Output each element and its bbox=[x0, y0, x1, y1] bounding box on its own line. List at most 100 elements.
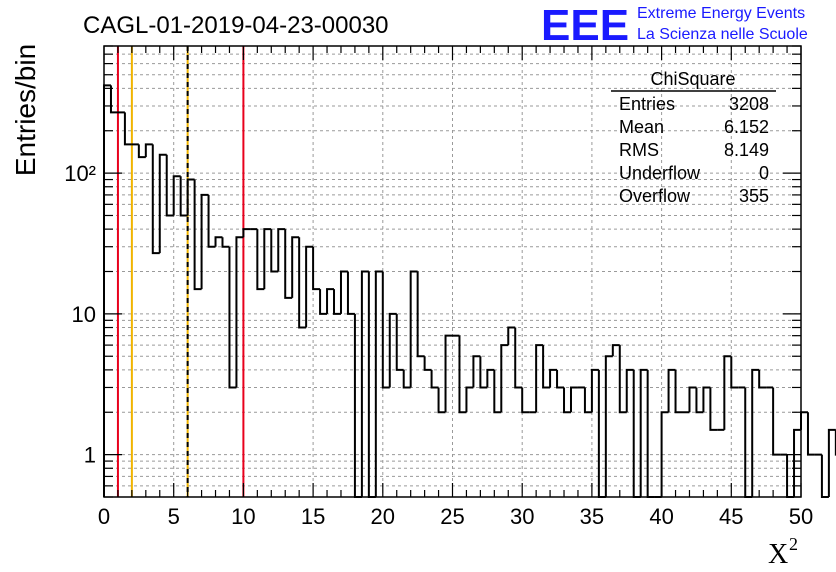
stats-label-entries: Entries bbox=[619, 94, 675, 114]
stats-value-entries: 3208 bbox=[729, 94, 769, 114]
x-tick-label: 45 bbox=[719, 504, 743, 529]
y-tick-label: 10 bbox=[72, 302, 96, 327]
histogram-bin bbox=[312, 246, 321, 291]
histogram-bin bbox=[535, 344, 544, 413]
eee-logo-line2: La Scienza nelle Scuole bbox=[637, 26, 808, 43]
stats-value-underflow: 0 bbox=[759, 163, 769, 183]
histogram-bin bbox=[430, 369, 439, 389]
histogram-bin bbox=[751, 368, 760, 497]
histogram-bin bbox=[165, 154, 174, 217]
histogram-bin bbox=[326, 288, 335, 314]
histogram-bin bbox=[521, 387, 530, 414]
histogram-bin bbox=[339, 270, 348, 314]
histogram-bin bbox=[569, 386, 578, 413]
histogram-bin bbox=[688, 386, 697, 413]
histogram-bin bbox=[486, 368, 495, 388]
eee-logo-line1: Extreme Energy Events bbox=[637, 5, 805, 22]
histogram-bin bbox=[423, 356, 432, 371]
histogram-bin bbox=[214, 236, 223, 247]
histogram-bin bbox=[186, 178, 195, 216]
reference-lines bbox=[116, 46, 245, 497]
histogram-bin bbox=[305, 245, 314, 328]
eee-logo: EEE Extreme Energy Events La Scienza nel… bbox=[541, 1, 808, 50]
histogram-bin bbox=[709, 387, 718, 431]
stats-value-mean: 6.152 bbox=[724, 117, 769, 137]
histogram-bin bbox=[639, 368, 648, 497]
x-tick-label: 10 bbox=[231, 504, 255, 529]
x-tick-label: 5 bbox=[168, 504, 180, 529]
histogram-bin bbox=[333, 289, 341, 315]
histogram-bin bbox=[291, 236, 300, 298]
histogram-bin bbox=[402, 369, 411, 389]
x-tick-label: 35 bbox=[580, 504, 604, 529]
histogram-bin bbox=[604, 355, 613, 497]
histogram-bin bbox=[723, 355, 732, 430]
stats-box: ChiSquare Entries 3208 Mean 6.152 RMS 8.… bbox=[611, 69, 776, 206]
x-axis-label-base: X bbox=[768, 539, 788, 570]
histogram-bin bbox=[151, 144, 160, 255]
histogram-bin bbox=[221, 237, 230, 248]
y-axis-label: Entries/bin bbox=[10, 44, 41, 176]
histogram-bin bbox=[806, 412, 815, 456]
histogram-bin bbox=[674, 369, 683, 414]
histogram-bin bbox=[667, 368, 676, 413]
histogram-bin bbox=[395, 313, 404, 371]
histogram-title: CAGL-01-2019-04-23-00030 bbox=[83, 12, 389, 39]
histogram-bin bbox=[472, 355, 481, 388]
histogram-bin bbox=[465, 386, 474, 413]
eee-logo-mark: EEE bbox=[541, 1, 629, 50]
x-tick-label: 25 bbox=[440, 504, 464, 529]
histogram-bin bbox=[493, 369, 502, 414]
histogram-bin bbox=[388, 312, 397, 388]
y-tick-label: 10² bbox=[64, 161, 96, 186]
histogram-bin bbox=[284, 229, 293, 299]
histogram-bin bbox=[772, 387, 781, 456]
histogram-bin bbox=[416, 271, 425, 358]
histogram-bin bbox=[179, 176, 188, 217]
histogram-bin bbox=[270, 229, 279, 273]
histogram-bin bbox=[242, 228, 251, 238]
histogram-bin bbox=[109, 85, 118, 114]
histogram-bin bbox=[583, 387, 592, 414]
stats-label-overflow: Overflow bbox=[619, 186, 691, 206]
histogram-bin bbox=[298, 237, 307, 329]
histogram-bin bbox=[458, 335, 467, 414]
histogram-bin bbox=[618, 345, 627, 414]
histogram-bin bbox=[730, 356, 739, 389]
x-tick-label: 0 bbox=[98, 504, 110, 529]
histogram-bin bbox=[820, 454, 829, 498]
histogram-bin bbox=[590, 368, 599, 413]
histogram-bin bbox=[625, 368, 634, 413]
histogram-bin bbox=[235, 236, 244, 388]
histogram-bin bbox=[144, 143, 153, 158]
histogram-bin bbox=[695, 387, 704, 414]
histogram-bin bbox=[514, 327, 523, 389]
x-tick-label: 50 bbox=[789, 504, 813, 529]
y-axis-ticks: 1 10 10² bbox=[64, 45, 801, 498]
stats-label-rms: RMS bbox=[619, 140, 659, 160]
histogram-bin bbox=[200, 193, 209, 290]
histogram-bin bbox=[381, 271, 390, 389]
histogram-bin bbox=[123, 112, 132, 146]
histogram-bin bbox=[758, 369, 767, 389]
histogram-bin bbox=[556, 369, 565, 389]
x-axis-label: X 2 bbox=[768, 534, 798, 570]
histogram-bin bbox=[256, 229, 265, 291]
histogram-bin bbox=[319, 289, 328, 315]
histogram-bin bbox=[611, 344, 620, 357]
x-tick-label: 30 bbox=[510, 504, 534, 529]
histogram-bin bbox=[437, 387, 446, 414]
histogram-bin bbox=[346, 271, 355, 315]
stats-value-overflow: 355 bbox=[739, 186, 769, 206]
histogram-bin bbox=[374, 270, 383, 497]
y-tick-label: 1 bbox=[84, 443, 96, 468]
histogram-bin bbox=[479, 356, 488, 389]
histogram-bin bbox=[444, 334, 453, 413]
histogram-bin bbox=[172, 175, 181, 216]
histogram-bin bbox=[277, 228, 286, 272]
stats-box-title: ChiSquare bbox=[650, 69, 735, 89]
histogram-bin bbox=[702, 386, 711, 413]
histogram-bin bbox=[793, 428, 801, 497]
histogram-bin bbox=[193, 179, 202, 291]
